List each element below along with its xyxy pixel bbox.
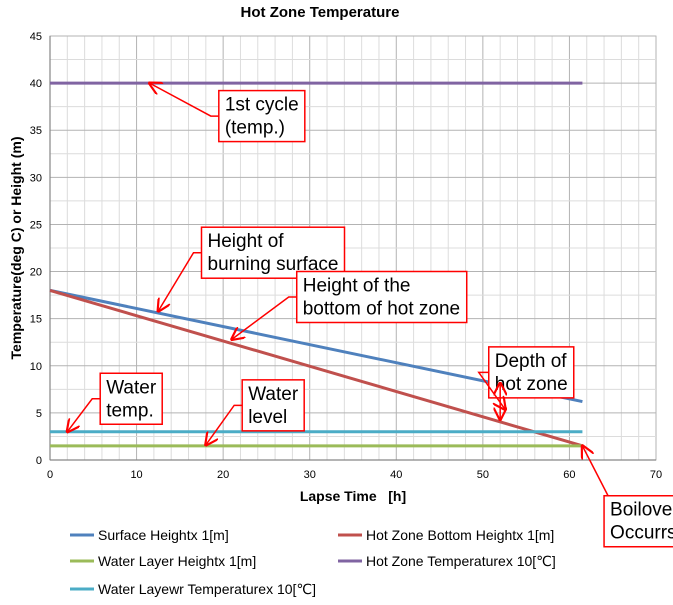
tick-labels: 0 10 20 30 40 50 60 70 0 5 10 15 20 25 30 35 40 45 [30, 31, 662, 481]
x-axis-label: Lapse Time [h] [300, 488, 406, 504]
x-tick-label: 30 [304, 469, 316, 481]
callout-text: (temp.) [225, 118, 285, 139]
callout-text: Water [106, 377, 157, 398]
callout-text: Height of [208, 231, 285, 252]
legend-item-hot-zone-bottom-heightx-1-m: Hot Zone Bottom Heightx 1[m] [338, 527, 554, 543]
y-tick-label: 15 [30, 314, 42, 326]
callout-arrow-water-level [206, 404, 243, 445]
callout-box [99, 372, 163, 426]
callout-box [241, 379, 305, 432]
y-tick-label: 30 [30, 172, 42, 184]
y-tick-label: 20 [30, 267, 42, 279]
legend-label: Hot Zone Bottom Heightx 1[m] [366, 527, 554, 543]
callout-text: Height of the [303, 275, 411, 296]
callout-arrow-boilover [582, 446, 609, 497]
x-tick-label: 40 [390, 469, 402, 481]
callout-text: temp. [106, 400, 154, 421]
y-tick-label: 45 [30, 31, 42, 43]
y-tick-label: 40 [30, 78, 42, 90]
x-tick-label: 0 [47, 469, 53, 481]
callout-arrow-hot-zone-bottom [232, 296, 297, 339]
legend: Surface Heightx 1[m] Hot Zone Bottom Heig… [70, 527, 556, 597]
callout-arrow-first-cycle [150, 83, 219, 117]
x-tick-label: 50 [477, 469, 489, 481]
y-tick-label: 10 [30, 361, 42, 373]
callout-text: Depth of [495, 351, 568, 372]
chart-title: Hot Zone Temperature [241, 4, 400, 21]
y-tick-label: 25 [30, 219, 42, 231]
legend-item-hot-zone-temperaturex-10: Hot Zone Temperaturex 10[℃] [338, 553, 556, 569]
axes [49, 36, 656, 461]
y-axis-label: Temperature(deg C) or Height (m) [8, 137, 24, 360]
legend-label: Water Layer Heightx 1[m] [98, 553, 256, 569]
callout-box [295, 270, 468, 324]
callout-arrow-water-temp [67, 398, 101, 432]
callout-text: level [248, 407, 287, 428]
legend-item-surface-heightx-1-m: Surface Heightx 1[m] [70, 527, 229, 543]
x-tick-label: 10 [130, 469, 142, 481]
x-tick-label: 20 [217, 469, 229, 481]
legend-label: Surface Heightx 1[m] [98, 527, 229, 543]
callout-first-cycle: 1st cycle(temp.) [218, 89, 306, 143]
legend-item-water-layewr-temperaturex-10: Water Layewr Temperaturex 10[℃] [70, 581, 316, 597]
x-tick-label: 70 [650, 469, 662, 481]
callout-text: Water [248, 384, 299, 405]
callout-arrow-burning-surface [158, 251, 202, 311]
callout-text: hot zone [495, 374, 568, 395]
legend-label: Hot Zone Temperaturex 10[℃] [366, 553, 556, 569]
callout-text: burning surface [208, 254, 339, 275]
callout-box [603, 494, 673, 548]
callout-text: Occurrs [610, 523, 673, 544]
y-tick-label: 5 [36, 408, 42, 420]
callout-text: Boilover [610, 500, 673, 521]
y-tick-label: 35 [30, 125, 42, 137]
x-tick-label: 60 [563, 469, 575, 481]
y-tick-label: 0 [36, 455, 42, 467]
callout-text: 1st cycle [225, 95, 299, 116]
legend-item-water-layer-heightx-1-m: Water Layer Heightx 1[m] [70, 553, 256, 569]
legend-label: Water Layewr Temperaturex 10[℃] [98, 581, 316, 597]
callout-text: bottom of hot zone [303, 298, 460, 319]
